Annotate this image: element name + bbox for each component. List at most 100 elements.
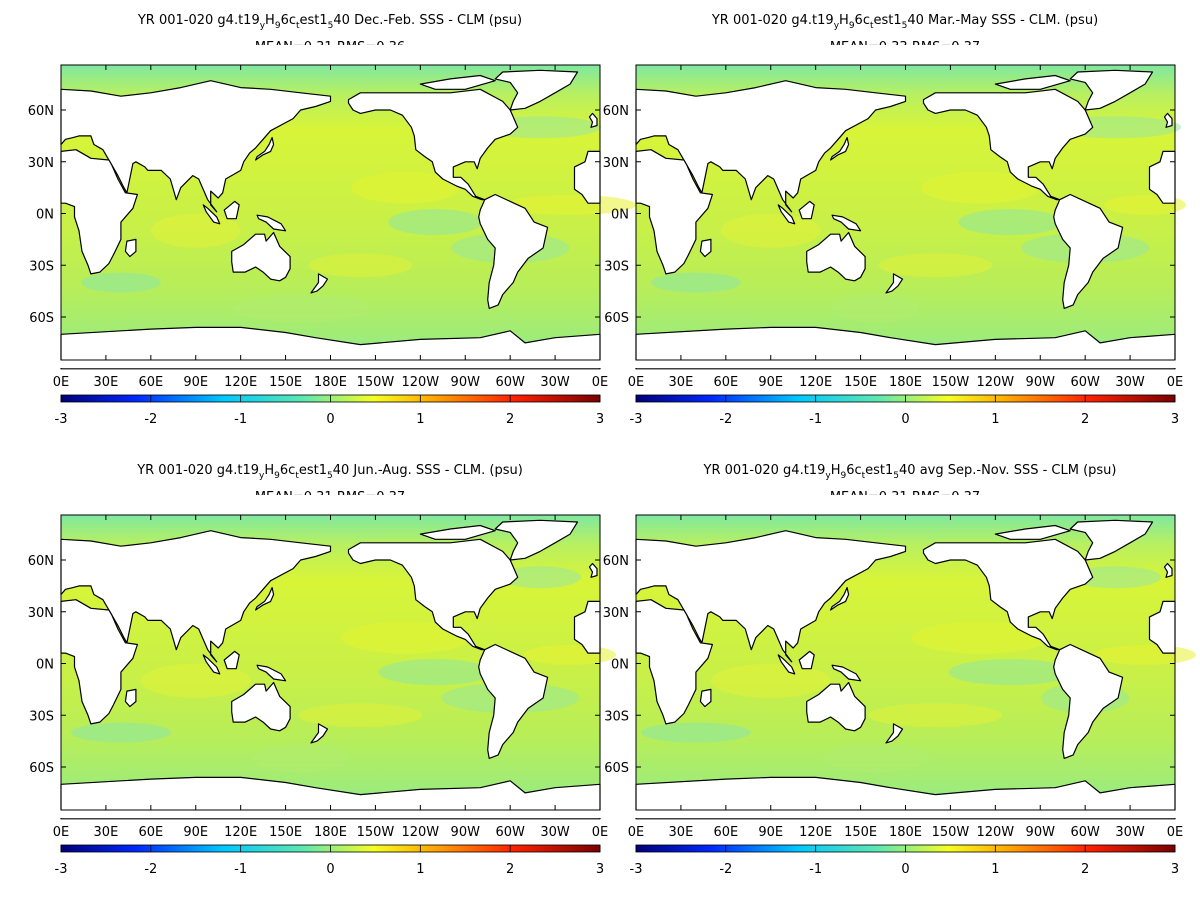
landmass-westAfricaEdge [573,600,601,654]
landmass-arcticIsles [994,524,1071,540]
colorbar-label: 3 [596,862,604,877]
anomaly-patch [499,566,582,589]
colorbar-label: -3 [630,412,643,427]
lon-label: 60E [138,375,163,390]
lon-label: 0E [592,825,609,840]
anomaly-patch [868,703,1003,728]
lon-label: 150W [932,375,970,390]
landmass-arcticIsles [419,74,496,90]
landmass-newguinea [256,664,287,682]
colorbar-label: 0 [901,862,909,877]
lon-label: 180E [889,375,922,390]
lat-label: 0N [611,658,629,673]
colorbar-label: -1 [234,862,247,877]
colorbar-label: -2 [719,412,732,427]
lat-label: 60N [28,104,54,119]
landmass-newguinea [831,214,862,232]
landmass-sumatra [202,654,221,675]
lon-label: 90W [1026,825,1056,840]
lat-label: 60N [28,554,54,569]
colorbar-label: 0 [326,412,334,427]
landmass-madagascar [124,688,137,708]
lat-label: 0N [611,208,629,223]
anomaly-patch [650,272,741,293]
colorbar-label: 2 [1081,412,1089,427]
lon-label: 90E [183,825,208,840]
anomaly-patch [720,213,821,248]
landmass-sumatra [202,204,221,225]
lon-label: 120W [976,825,1014,840]
anomaly-patch [878,253,993,278]
lon-label: 30W [1115,825,1145,840]
lat-label: 60S [604,311,629,326]
landmass-nz [310,723,329,744]
landmass-japan [255,137,275,161]
colorbar-label: -3 [55,412,68,427]
colorbar-label: -1 [809,862,822,877]
mask-bottom [635,360,1176,368]
mask-bottom [60,810,601,818]
anomaly-patch [140,663,251,698]
landmass-australia [231,231,291,282]
mask-bottom [60,360,601,368]
landmass-uk [588,112,598,128]
landmass-namerica [347,88,519,201]
lat-label: 60S [29,761,54,776]
lon-label: 30W [1115,375,1145,390]
lat-label: 30S [29,259,54,274]
colorbar-label: -1 [809,412,822,427]
lon-label: 30W [540,825,570,840]
landmass-greenland [1069,69,1154,111]
lon-label: 90W [451,375,481,390]
landmass-arcticIsles [419,524,496,540]
anomaly-patch [252,744,349,773]
colorbar-label: 1 [991,862,999,877]
anomaly-patch [524,644,617,665]
landmass-greenland [1069,519,1154,561]
lon-label: 60W [1070,825,1100,840]
lat-label: 30S [604,709,629,724]
panel-title: YR 001-020 g4.t19yH96ctest1540 Dec.-Feb.… [137,13,522,31]
landmass-madagascar [124,238,137,258]
anomaly-patch [958,209,1063,236]
landmass-madagascar [699,688,712,708]
landmass-borneo [798,650,815,670]
anomaly-patch [70,722,171,743]
anomaly-patch [351,171,460,204]
landmass-nz [885,273,904,294]
lon-label: 150W [932,825,970,840]
colorbar-label: 1 [416,862,424,877]
landmass-africa [60,149,138,275]
mask-bottom [635,810,1176,818]
lon-label: 0E [53,825,70,840]
colorbar-label: 0 [901,412,909,427]
panel: YR 001-020 g4.t19yH96ctest1540 Mar.-May … [711,13,1098,55]
lon-label: 120E [799,375,832,390]
landmass-borneo [223,200,240,220]
lon-label: 60W [495,375,525,390]
colorbar-label: 2 [1081,862,1089,877]
lon-label: 180E [314,375,347,390]
colorbar-label: 3 [1171,862,1179,877]
lon-label: 60E [713,375,738,390]
lon-label: 30E [669,825,694,840]
colorbar-label: -2 [144,412,157,427]
landmass-japan [830,137,850,161]
anomaly-patch [921,171,1040,204]
mask-top [60,45,601,65]
landmass-uk [1163,112,1173,128]
landmass-westAfricaEdge [1148,150,1176,204]
lat-label: 30S [29,709,54,724]
lon-label: 120W [401,375,439,390]
lon-label: 90W [451,825,481,840]
landmass-australia [231,681,291,732]
landmass-samerica [478,643,549,759]
lon-label: 0E [1167,375,1184,390]
lon-label: 120E [799,825,832,840]
landmass-nz [310,273,329,294]
landmass-westAfricaEdge [573,150,601,204]
